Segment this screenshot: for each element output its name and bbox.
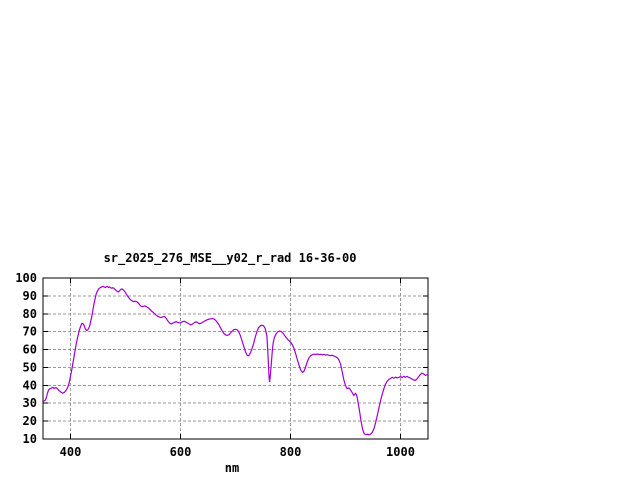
y-tick-label: 90 xyxy=(23,289,37,303)
y-tick-label: 10 xyxy=(23,432,37,446)
tick-label-layer: 400 600 800 1000 10 20 30 40 50 60 70 80 90 100 xyxy=(15,271,415,459)
y-tick-label: 70 xyxy=(23,325,37,339)
x-tick-label: 400 xyxy=(60,445,82,459)
x-axis-label: nm xyxy=(225,461,239,475)
y-tick-label: 20 xyxy=(23,414,37,428)
x-tick-label: 1000 xyxy=(386,445,415,459)
y-tick-label: 50 xyxy=(23,360,37,374)
y-tick-label: 30 xyxy=(23,396,37,410)
x-tick-label: 600 xyxy=(170,445,192,459)
spectrum-curve xyxy=(42,285,429,436)
plot-border xyxy=(42,277,429,440)
x-tick-label: 800 xyxy=(280,445,302,459)
y-tick-label: 40 xyxy=(23,378,37,392)
y-tick-label: 80 xyxy=(23,307,37,321)
chart-title: sr_2025_276_MSE__y02_r_rad 16-36-00 xyxy=(104,251,357,266)
y-tick-label: 100 xyxy=(15,271,37,285)
tick-layer xyxy=(43,277,428,440)
grid-layer xyxy=(43,278,428,439)
y-tick-label: 60 xyxy=(23,343,37,357)
